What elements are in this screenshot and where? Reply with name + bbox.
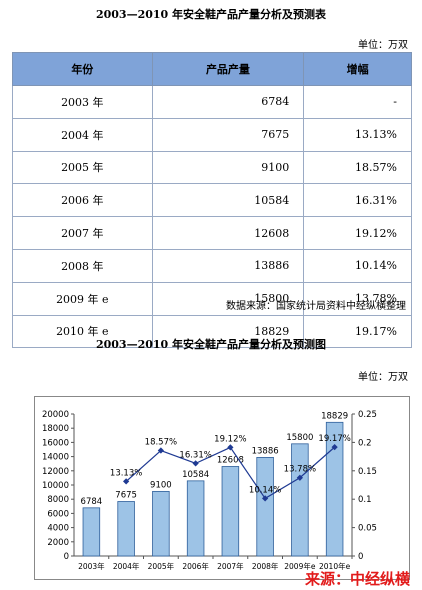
y-left-tick-label: 4000 <box>47 524 69 534</box>
bar <box>82 507 101 557</box>
bar-value-label: 10584 <box>182 470 209 480</box>
cell-year: 2007 年 <box>12 216 153 250</box>
header-output: 产品产量 <box>151 52 305 86</box>
cell-growth: 10.14% <box>303 248 412 283</box>
y-right-tick-label: 0.2 <box>358 438 372 448</box>
cell-year: 2010 年 e <box>12 314 153 349</box>
bar-value-label: 7675 <box>115 491 137 501</box>
cell-output: 6784 <box>151 85 305 119</box>
growth-value-label: 13.13% <box>110 468 142 478</box>
y-right-tick-label: 0 <box>358 552 363 562</box>
output-chart: 0 2000 4000 6000 8000 10000 12000 14000 16000 180… <box>34 396 410 580</box>
cell-growth: 13.78% <box>303 281 412 316</box>
cell-output: 9100 <box>151 150 305 185</box>
bar <box>256 457 274 557</box>
cell-year: 2009 年 e <box>12 281 153 316</box>
y-right-tick-label: 0.15 <box>358 467 377 477</box>
table-row: 2010 年 e 18829 19.17% <box>12 314 412 349</box>
x-tick-label: 2009年e <box>284 561 316 571</box>
cell-output: 18829 <box>151 314 305 349</box>
y-right-tick-label: 0.05 <box>358 524 377 534</box>
growth-value-label: 18.57% <box>145 438 177 448</box>
cell-output: 13886 <box>151 248 305 283</box>
table-row: 2009 年 e 15800 13.78% <box>12 281 412 316</box>
cell-growth: 13.13% <box>303 117 412 152</box>
cell-year: 2003 年 <box>12 85 153 119</box>
bar-value-label: 18829 <box>321 411 348 421</box>
table-row: 2007 年 12608 19.12% <box>12 216 412 250</box>
header-growth: 增幅 <box>303 52 412 86</box>
growth-value-label: 16.31% <box>179 450 211 460</box>
y-left-tick-label: 6000 <box>47 509 69 519</box>
y-left-tick-label: 0 <box>64 552 69 562</box>
table-row: 2004 年 7675 13.13% <box>12 117 412 152</box>
y-left-tick-label: 14000 <box>42 453 69 463</box>
y-left-tick-label: 2000 <box>47 538 69 548</box>
cell-growth: 16.31% <box>303 183 412 218</box>
bar-value-label: 12608 <box>217 455 244 465</box>
table-header-row: 年份 产品产量 增幅 <box>12 52 412 86</box>
cell-output: 7675 <box>151 117 305 152</box>
x-tick-label: 2008年 <box>252 561 279 571</box>
chart-title: 2003—2010 年安全鞋产品产量分析及预测图 <box>95 338 327 351</box>
cell-year: 2006 年 <box>12 183 153 218</box>
x-tick-label: 2007年 <box>217 561 244 571</box>
cell-output: 12608 <box>151 216 305 250</box>
table-row: 2008 年 13886 10.14% <box>12 248 412 283</box>
y-left-tick-label: 12000 <box>42 467 69 477</box>
growth-value-label: 19.17% <box>318 434 350 444</box>
cell-growth: 19.17% <box>303 314 412 349</box>
y-left-tick-label: 16000 <box>42 438 69 448</box>
x-tick-label: 2010年e <box>319 561 351 571</box>
bar-value-label: 9100 <box>150 480 172 490</box>
x-tick-label: 2003年 <box>78 561 105 571</box>
chart-unit: 单位：万双 <box>358 372 408 383</box>
cell-year: 2004 年 <box>12 117 153 152</box>
bar <box>117 501 135 557</box>
table-row: 2003 年 6784- <box>12 85 412 119</box>
y-left-tick-label: 20000 <box>42 410 69 420</box>
x-tick-label: 2004年 <box>113 561 140 571</box>
bar <box>325 421 344 557</box>
x-tick-label: 2005年 <box>148 561 175 571</box>
growth-point <box>123 478 130 485</box>
bar <box>152 490 170 557</box>
cell-year: 2008 年 <box>12 248 153 283</box>
table-unit: 单位：万双 <box>358 40 408 51</box>
source-watermark: 来源：中经纵横 <box>304 570 410 588</box>
y-left-tick-label: 18000 <box>42 424 69 434</box>
bar-value-label: 13886 <box>252 446 279 456</box>
y-right-tick-label: 0.25 <box>358 410 377 420</box>
table-source: 数据来源：国家统计局资料中经纵横整理 <box>226 301 406 312</box>
y-left-tick-label: 10000 <box>42 481 69 491</box>
cell-growth: - <box>303 85 412 119</box>
growth-value-label: 19.12% <box>214 434 246 444</box>
y-left-tick-label: 8000 <box>47 495 69 505</box>
table-row: 2006 年 10584 16.31% <box>12 183 412 218</box>
growth-value-label: 10.14% <box>249 485 281 495</box>
cell-growth: 19.12% <box>303 216 412 250</box>
header-year: 年份 <box>12 52 153 86</box>
table-row: 2005 年 9100 18.57% <box>12 150 412 185</box>
output-table: 年份 产品产量 增幅 2003 年 6784- 2004 年 7675 13.13% … <box>12 52 412 349</box>
x-tick-label: 2006年 <box>182 561 209 571</box>
bar <box>221 466 240 557</box>
y-right-tick-label: 0.1 <box>358 495 372 505</box>
bar <box>291 443 309 557</box>
cell-output: 10584 <box>151 183 305 218</box>
growth-value-label: 13.78% <box>284 465 316 475</box>
table-title: 2003—2010 年安全鞋产品产量分析及预测表 <box>95 8 327 21</box>
bar-value-label: 15800 <box>286 433 313 443</box>
cell-growth: 18.57% <box>303 150 412 185</box>
growth-point <box>157 447 164 454</box>
cell-year: 2005 年 <box>12 150 153 185</box>
bar-value-label: 6784 <box>81 497 103 507</box>
bar <box>186 480 205 557</box>
